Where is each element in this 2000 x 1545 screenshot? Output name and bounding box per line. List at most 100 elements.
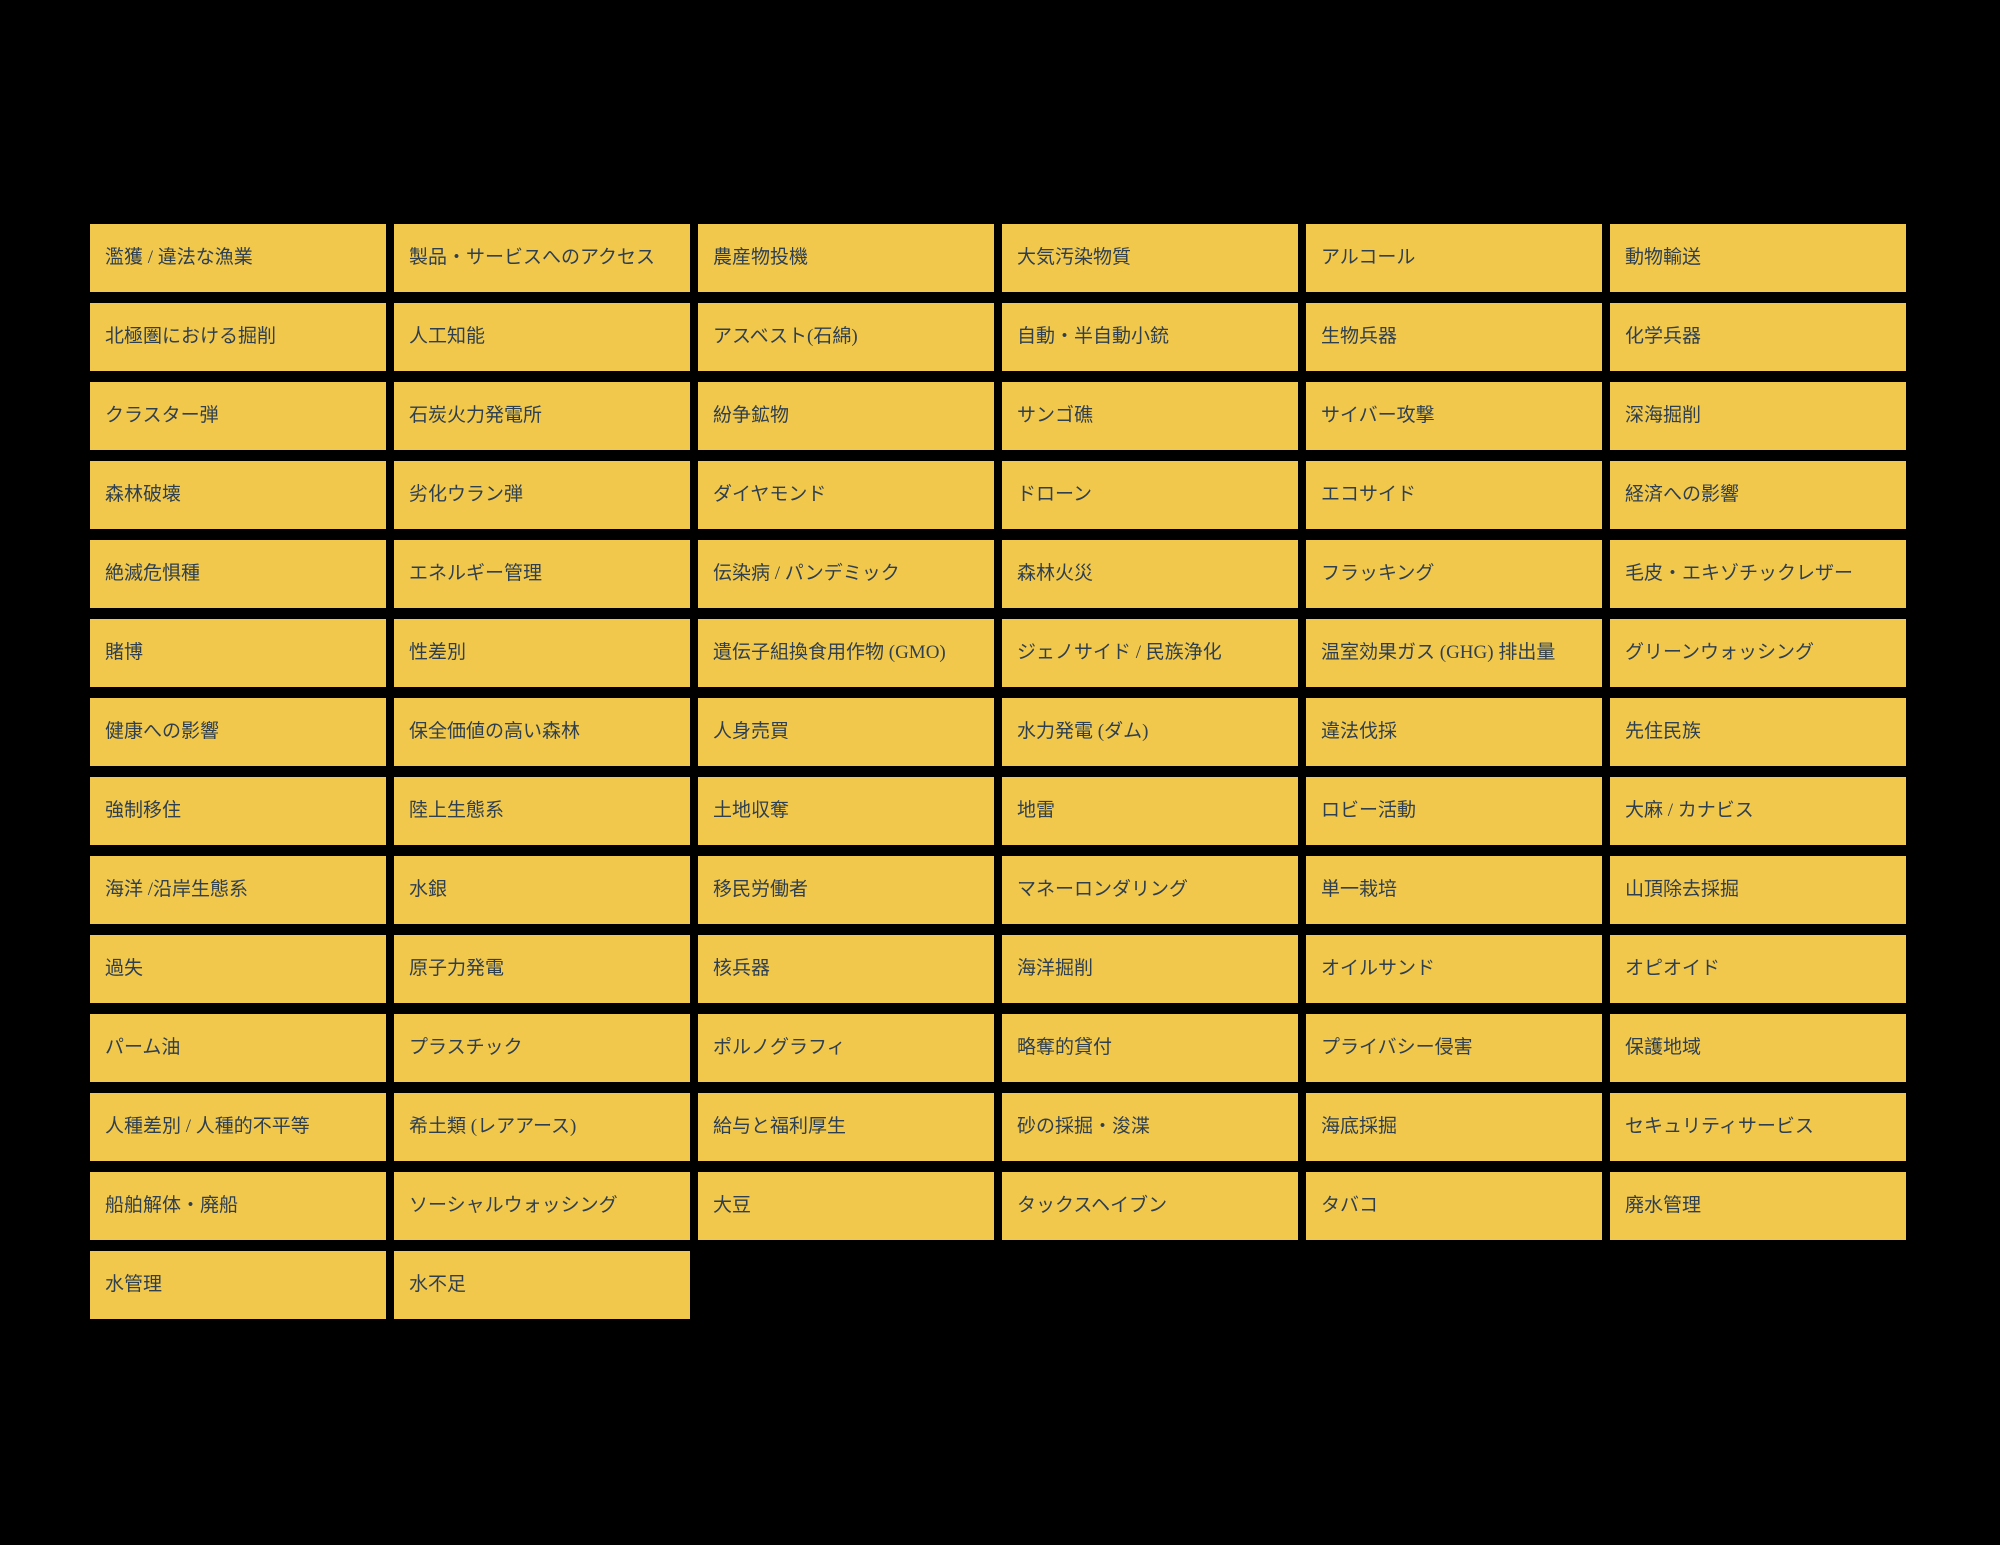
topic-button[interactable]: 略奪的貸付 bbox=[1002, 1014, 1298, 1082]
topic-button[interactable]: 伝染病 / パンデミック bbox=[698, 540, 994, 608]
topic-button-label: 化学兵器 bbox=[1625, 325, 1702, 347]
topic-button[interactable]: オイルサンド bbox=[1306, 935, 1602, 1003]
topic-button-label: 自動・半自動小銃 bbox=[1017, 325, 1170, 347]
topic-button-label: 賭博 bbox=[105, 641, 144, 663]
topic-button[interactable]: 廃水管理 bbox=[1610, 1172, 1906, 1240]
topic-button[interactable]: 強制移住 bbox=[90, 777, 386, 845]
topic-button[interactable]: ロビー活動 bbox=[1306, 777, 1602, 845]
topic-button[interactable]: パーム油 bbox=[90, 1014, 386, 1082]
topic-button[interactable]: 希土類 (レアアース) bbox=[394, 1093, 690, 1161]
topic-button[interactable]: 北極圏における掘削 bbox=[90, 303, 386, 371]
topic-button[interactable]: 自動・半自動小銃 bbox=[1002, 303, 1298, 371]
topic-button[interactable]: 船舶解体・廃船 bbox=[90, 1172, 386, 1240]
topic-button[interactable]: 紛争鉱物 bbox=[698, 382, 994, 450]
topic-button[interactable]: 森林破壊 bbox=[90, 461, 386, 529]
topic-button[interactable]: サンゴ礁 bbox=[1002, 382, 1298, 450]
topic-button[interactable]: 保全価値の高い森林 bbox=[394, 698, 690, 766]
topic-button[interactable]: 健康への影響 bbox=[90, 698, 386, 766]
topic-button[interactable]: 性差別 bbox=[394, 619, 690, 687]
topic-button[interactable]: 濫獲 / 違法な漁業 bbox=[90, 224, 386, 292]
topic-button[interactable]: エコサイド bbox=[1306, 461, 1602, 529]
topic-button[interactable]: 水力発電 (ダム) bbox=[1002, 698, 1298, 766]
topic-button-label: 陸上生態系 bbox=[409, 799, 505, 821]
topic-button-label: 大麻 / カナビス bbox=[1625, 799, 1754, 821]
topic-button[interactable]: 大麻 / カナビス bbox=[1610, 777, 1906, 845]
topic-button[interactable]: 毛皮・エキゾチックレザー bbox=[1610, 540, 1906, 608]
topic-button-label: ドローン bbox=[1017, 483, 1093, 505]
topic-button-label: 地雷 bbox=[1017, 799, 1056, 821]
topic-button[interactable]: 水不足 bbox=[394, 1251, 690, 1319]
topic-button[interactable]: 大豆 bbox=[698, 1172, 994, 1240]
topic-button[interactable]: プラスチック bbox=[394, 1014, 690, 1082]
topic-button[interactable]: ジェノサイド / 民族浄化 bbox=[1002, 619, 1298, 687]
topic-button[interactable]: 砂の採掘・浚渫 bbox=[1002, 1093, 1298, 1161]
topic-button[interactable]: 温室効果ガス (GHG) 排出量 bbox=[1306, 619, 1602, 687]
topic-button[interactable]: 移民労働者 bbox=[698, 856, 994, 924]
topic-button-label: 砂の採掘・浚渫 bbox=[1017, 1115, 1151, 1137]
topic-button[interactable]: 人工知能 bbox=[394, 303, 690, 371]
topic-button[interactable]: 水銀 bbox=[394, 856, 690, 924]
topic-button-label: セキュリティサービス bbox=[1625, 1115, 1814, 1137]
topic-button[interactable]: 人種差別 / 人種的不平等 bbox=[90, 1093, 386, 1161]
topic-button[interactable]: 化学兵器 bbox=[1610, 303, 1906, 371]
topic-button[interactable]: 経済への影響 bbox=[1610, 461, 1906, 529]
topic-button[interactable]: 先住民族 bbox=[1610, 698, 1906, 766]
topic-button[interactable]: 生物兵器 bbox=[1306, 303, 1602, 371]
topic-button-label: 保全価値の高い森林 bbox=[409, 720, 581, 742]
topic-button[interactable]: 水管理 bbox=[90, 1251, 386, 1319]
topic-button[interactable]: グリーンウォッシング bbox=[1610, 619, 1906, 687]
topic-button[interactable]: エネルギー管理 bbox=[394, 540, 690, 608]
topic-button[interactable]: 賭博 bbox=[90, 619, 386, 687]
topic-button[interactable]: 地雷 bbox=[1002, 777, 1298, 845]
topic-button[interactable]: タックスヘイブン bbox=[1002, 1172, 1298, 1240]
topic-button[interactable]: 劣化ウラン弾 bbox=[394, 461, 690, 529]
topic-button-label: 略奪的貸付 bbox=[1017, 1036, 1113, 1058]
topic-button[interactable]: 核兵器 bbox=[698, 935, 994, 1003]
topic-button[interactable]: 海洋掘削 bbox=[1002, 935, 1298, 1003]
topic-button[interactable]: 海洋 /沿岸生態系 bbox=[90, 856, 386, 924]
topic-button[interactable]: タバコ bbox=[1306, 1172, 1602, 1240]
topic-button[interactable]: 遺伝子組換食用作物 (GMO) bbox=[698, 619, 994, 687]
topic-button[interactable]: 海底採掘 bbox=[1306, 1093, 1602, 1161]
topic-button[interactable]: ダイヤモンド bbox=[698, 461, 994, 529]
topic-button[interactable]: 農産物投機 bbox=[698, 224, 994, 292]
topic-button[interactable]: 給与と福利厚生 bbox=[698, 1093, 994, 1161]
topic-button[interactable]: 絶滅危惧種 bbox=[90, 540, 386, 608]
topic-button-label: 遺伝子組換食用作物 (GMO) bbox=[713, 641, 946, 663]
topic-button[interactable]: サイバー攻撃 bbox=[1306, 382, 1602, 450]
topic-button[interactable]: クラスター弾 bbox=[90, 382, 386, 450]
topic-button[interactable]: 陸上生態系 bbox=[394, 777, 690, 845]
topic-button-label: グリーンウォッシング bbox=[1625, 641, 1815, 663]
topic-button[interactable]: ドローン bbox=[1002, 461, 1298, 529]
topic-button-label: 船舶解体・廃船 bbox=[105, 1194, 239, 1216]
topic-button[interactable]: セキュリティサービス bbox=[1610, 1093, 1906, 1161]
topic-button-label: プラスチック bbox=[409, 1036, 523, 1058]
topic-button-label: 廃水管理 bbox=[1625, 1194, 1702, 1216]
topic-button-label: 健康への影響 bbox=[105, 720, 220, 742]
topic-button[interactable]: 大気汚染物質 bbox=[1002, 224, 1298, 292]
topic-button[interactable]: アスベスト(石綿) bbox=[698, 303, 994, 371]
topic-button[interactable]: プライバシー侵害 bbox=[1306, 1014, 1602, 1082]
topic-button[interactable]: 製品・サービスへのアクセス bbox=[394, 224, 690, 292]
topic-button[interactable]: フラッキング bbox=[1306, 540, 1602, 608]
topic-button[interactable]: 保護地域 bbox=[1610, 1014, 1906, 1082]
topic-button-label: 人種差別 / 人種的不平等 bbox=[105, 1115, 310, 1137]
topic-button-label: パーム油 bbox=[105, 1036, 181, 1058]
topic-button[interactable]: 単一栽培 bbox=[1306, 856, 1602, 924]
topic-button[interactable]: ポルノグラフィ bbox=[698, 1014, 994, 1082]
topic-button[interactable]: 動物輸送 bbox=[1610, 224, 1906, 292]
topic-button[interactable]: オピオイド bbox=[1610, 935, 1906, 1003]
topic-button[interactable]: 違法伐採 bbox=[1306, 698, 1602, 766]
topic-button[interactable]: 森林火災 bbox=[1002, 540, 1298, 608]
topic-button[interactable]: 石炭火力発電所 bbox=[394, 382, 690, 450]
topic-button[interactable]: 過失 bbox=[90, 935, 386, 1003]
topic-button[interactable]: 原子力発電 bbox=[394, 935, 690, 1003]
topic-button[interactable]: ソーシャルウォッシング bbox=[394, 1172, 690, 1240]
topic-button[interactable]: アルコール bbox=[1306, 224, 1602, 292]
topic-button[interactable]: 土地収奪 bbox=[698, 777, 994, 845]
topic-button[interactable]: 山頂除去採掘 bbox=[1610, 856, 1906, 924]
topic-button[interactable]: 深海掘削 bbox=[1610, 382, 1906, 450]
topic-button[interactable]: 人身売買 bbox=[698, 698, 994, 766]
topic-button-label: 人工知能 bbox=[409, 325, 486, 347]
topic-button[interactable]: マネーロンダリング bbox=[1002, 856, 1298, 924]
